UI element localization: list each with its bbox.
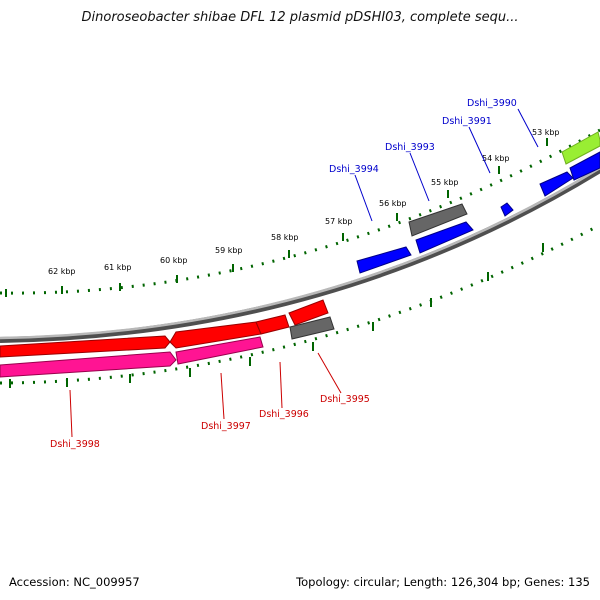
reverse-gene-labels: Dshi_3995 Dshi_3996 Dshi_3997 Dshi_3998 [50,352,370,450]
scale-label-57: 57 kbp [325,217,353,226]
scale-label-56: 56 kbp [379,199,407,208]
label-dshi-3993: Dshi_3993 [385,142,435,153]
gene-dshi-3995-red[interactable] [288,299,329,326]
accession-label: Accession: NC_009957 [9,575,140,589]
gene-red-left[interactable] [0,335,171,358]
forward-gene-labels: Dshi_3990 Dshi_3991 Dshi_3993 Dshi_3994 [329,98,539,222]
scale-label-61: 61 kbp [104,263,132,272]
scale-label-55: 55 kbp [431,178,459,187]
gene-dshi-3990[interactable] [539,171,574,197]
scale-labels: 53 kbp 54 kbp 55 kbp 56 kbp 57 kbp 58 kb… [48,128,560,276]
inner-tick-ring [0,223,600,388]
gene-dshi-3998[interactable] [0,351,177,378]
label-dshi-3991: Dshi_3991 [442,116,492,127]
backbone-line [0,166,600,340]
gene-dshi-3994[interactable] [356,246,412,274]
scale-label-59: 59 kbp [215,246,243,255]
gene-pink-mid[interactable] [175,336,264,365]
gene-gray-forward[interactable] [408,203,468,237]
label-dshi-3997: Dshi_3997 [201,421,251,432]
gene-blue-right[interactable] [569,151,600,181]
label-dshi-3994: Dshi_3994 [329,164,379,175]
gene-dshi-3995-gray[interactable] [289,316,335,340]
outer-tick-ring [0,128,600,297]
scale-label-60: 60 kbp [160,256,188,265]
scale-label-62: 62 kbp [48,267,76,276]
scale-label-53: 53 kbp [532,128,560,137]
map-title: Dinoroseobacter shibae DFL 12 plasmid pD… [81,10,519,25]
forward-genes [356,131,600,274]
backbone-shadow [0,167,600,343]
reverse-genes [0,299,335,378]
scale-label-54: 54 kbp [482,154,510,163]
gene-dshi-3993[interactable] [415,221,474,254]
scale-label-58: 58 kbp [271,233,299,242]
label-dshi-3996: Dshi_3996 [259,409,309,420]
label-dshi-3998: Dshi_3998 [50,439,100,450]
gene-lime[interactable] [561,131,600,165]
topology-label: Topology: circular; Length: 126,304 bp; … [296,575,590,589]
gene-dshi-3996[interactable] [255,314,290,335]
gene-dshi-3991[interactable] [500,202,514,217]
label-dshi-3990: Dshi_3990 [467,98,517,109]
label-dshi-3995: Dshi_3995 [320,394,370,405]
